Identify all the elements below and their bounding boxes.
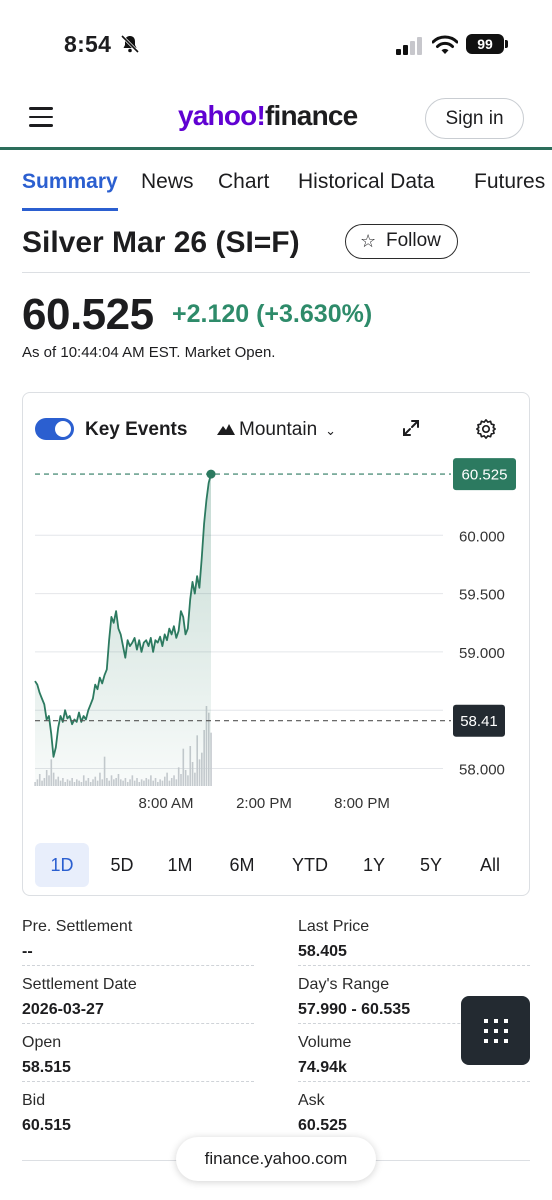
chart-card: Key Events Mountain ⌄ 60.000 59.500 59.000 5… (22, 392, 530, 896)
battery-indicator: 99 (466, 34, 508, 54)
star-icon: ☆ (360, 231, 377, 251)
last-point-dot (206, 469, 216, 479)
stat-volume: Volume 74.94k (298, 1030, 530, 1082)
quote-timestamp: As of 10:44:04 AM EST. Market Open. (22, 344, 276, 361)
stat-label: Open (22, 1034, 62, 1051)
range-1d[interactable]: 1D (35, 843, 89, 887)
page-title: Silver Mar 26 (SI=F) (22, 226, 300, 259)
stat-label: Bid (22, 1092, 46, 1109)
stat-value: 74.94k (298, 1059, 347, 1076)
stat-label: Day's Range (298, 976, 390, 993)
key-events-label: Key Events (85, 419, 188, 440)
tab-historical-data[interactable]: Historical Data (298, 170, 435, 193)
stat-open: Open 58.515 (22, 1030, 254, 1082)
stat-last-price: Last Price 58.405 (298, 914, 530, 966)
x-tick-label: 8:00 PM (334, 795, 390, 812)
price-line (34, 473, 212, 758)
stat-value: 57.990 - 60.535 (298, 1001, 411, 1018)
y-tick-label: 60.000 (459, 528, 505, 545)
title-divider (22, 272, 530, 273)
mountain-icon (217, 424, 235, 435)
stat-label: Volume (298, 1034, 352, 1051)
grid-dots-icon (484, 1019, 508, 1043)
chart-type-label: Mountain (239, 419, 318, 440)
logo-finance: finance (264, 100, 358, 131)
current-price-badge (453, 458, 516, 491)
stat-value: 60.515 (22, 1117, 71, 1134)
price-chart[interactable]: 60.00059.50059.00058.50058.00060.52558.4… (23, 453, 531, 813)
volume-bar (210, 732, 212, 786)
app-grid-button[interactable] (461, 996, 530, 1065)
status-bar: 8:54 99 (0, 0, 552, 90)
status-time: 8:54 (64, 31, 112, 57)
range-5d[interactable]: 5D (110, 855, 134, 875)
sign-in-button[interactable]: Sign in (425, 98, 524, 139)
stat-value: 2026-03-27 (22, 1001, 104, 1018)
logo-yahoo: yahoo! (178, 100, 266, 131)
follow-button[interactable]: ☆ Follow (345, 224, 458, 259)
key-events-toggle[interactable] (35, 418, 74, 440)
stat-ask: Ask 60.525 (298, 1088, 530, 1140)
current-price-label: 60.525 (462, 467, 508, 484)
price-area (35, 474, 211, 786)
range-5y[interactable]: 5Y (419, 855, 443, 875)
range-ytd[interactable]: YTD (292, 855, 328, 875)
tab-news[interactable]: News (141, 170, 194, 193)
y-tick-label: 59.000 (459, 645, 505, 662)
x-tick-label: 2:00 PM (236, 795, 292, 812)
menu-icon[interactable] (29, 107, 53, 127)
stat-days-range: Day's Range 57.990 - 60.535 (298, 972, 530, 1024)
y-tick-label: 59.500 (459, 587, 505, 604)
range-selector: 1D 5D 1M 6M YTD 1Y 5Y All (35, 843, 525, 887)
browser-url-bar[interactable]: finance.yahoo.com (176, 1137, 376, 1181)
stat-label: Pre. Settlement (22, 918, 133, 935)
previous-close-badge (453, 704, 505, 737)
chart-type-select[interactable]: Mountain ⌄ (217, 419, 336, 441)
stat-label: Ask (298, 1092, 325, 1109)
x-tick-label: 8:00 AM (138, 795, 193, 812)
stat-label: Settlement Date (22, 976, 137, 993)
range-1y[interactable]: 1Y (362, 855, 386, 875)
stat-label: Last Price (298, 918, 370, 935)
stat-value: 58.515 (22, 1059, 71, 1076)
follow-label: Follow (386, 230, 441, 251)
tab-summary[interactable]: Summary (22, 170, 118, 211)
tab-chart[interactable]: Chart (218, 170, 270, 193)
stat-value: -- (22, 943, 33, 960)
wifi-icon (432, 35, 458, 54)
current-price: 60.525 (22, 290, 154, 339)
stat-settlement-date: Settlement Date 2026-03-27 (22, 972, 254, 1024)
stat-bid: Bid 60.515 (22, 1088, 254, 1140)
yahoo-finance-logo[interactable]: yahoo!finance (178, 100, 358, 132)
range-1m[interactable]: 1M (167, 855, 193, 875)
header-divider (0, 147, 552, 150)
cellular-signal-icon (396, 37, 422, 55)
chevron-down-icon: ⌄ (325, 423, 337, 438)
tab-futures[interactable]: Futures (474, 170, 546, 193)
stat-value: 60.525 (298, 1117, 347, 1134)
stat-value: 58.405 (298, 943, 347, 960)
range-all[interactable]: All (479, 855, 500, 875)
y-tick-label: 58.000 (459, 762, 505, 779)
range-6m[interactable]: 6M (229, 855, 255, 875)
price-change: +2.120 (+3.630%) (172, 300, 373, 328)
gear-icon[interactable] (475, 418, 497, 440)
site-header: yahoo!finance Sign in (0, 92, 552, 148)
bell-muted-icon (120, 34, 140, 54)
previous-close-label: 58.41 (460, 713, 498, 730)
stat-pre-settlement: Pre. Settlement -- (22, 914, 254, 966)
expand-icon[interactable] (401, 418, 421, 438)
